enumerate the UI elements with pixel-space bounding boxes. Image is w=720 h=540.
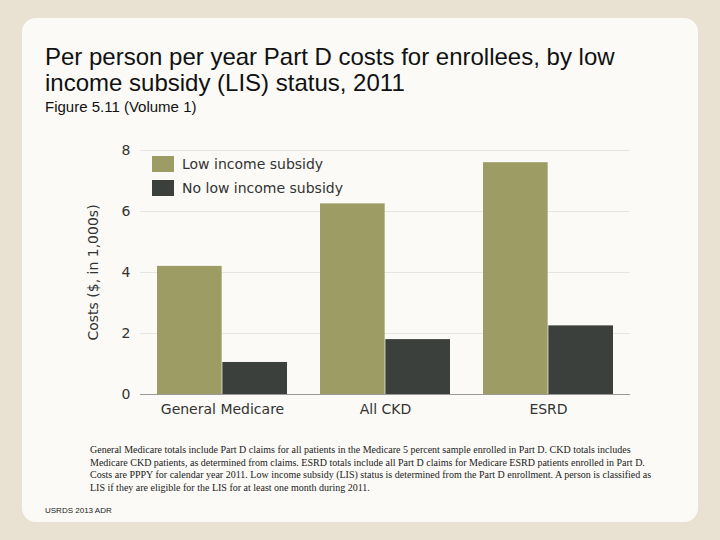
svg-text:General Medicare: General Medicare <box>161 401 284 417</box>
svg-text:Costs ($, in 1,000s): Costs ($, in 1,000s) <box>85 204 101 340</box>
svg-text:0: 0 <box>122 386 131 402</box>
html-text:Figure 5.11 (Volume 1): Figure 5.11 (Volume 1) <box>45 98 197 115</box>
html-text:Per person per year Part D cos: Per person per year Part D costs for enr… <box>45 43 615 96</box>
svg-text:4: 4 <box>122 264 131 280</box>
svg-text:8: 8 <box>122 142 131 158</box>
html-text:General Medicare totals includ: General Medicare totals include Part D c… <box>90 444 652 493</box>
html-text:USRDS 2013 ADR: USRDS 2013 ADR <box>45 506 112 515</box>
svg-text:2: 2 <box>122 325 131 341</box>
html-text:Low income subsidy: Low income subsidy <box>182 156 324 172</box>
html-text:No low income subsidy: No low income subsidy <box>182 180 343 196</box>
svg-text:All CKD: All CKD <box>360 401 412 417</box>
svg-text:ESRD: ESRD <box>529 401 567 417</box>
svg-text:6: 6 <box>122 203 131 219</box>
